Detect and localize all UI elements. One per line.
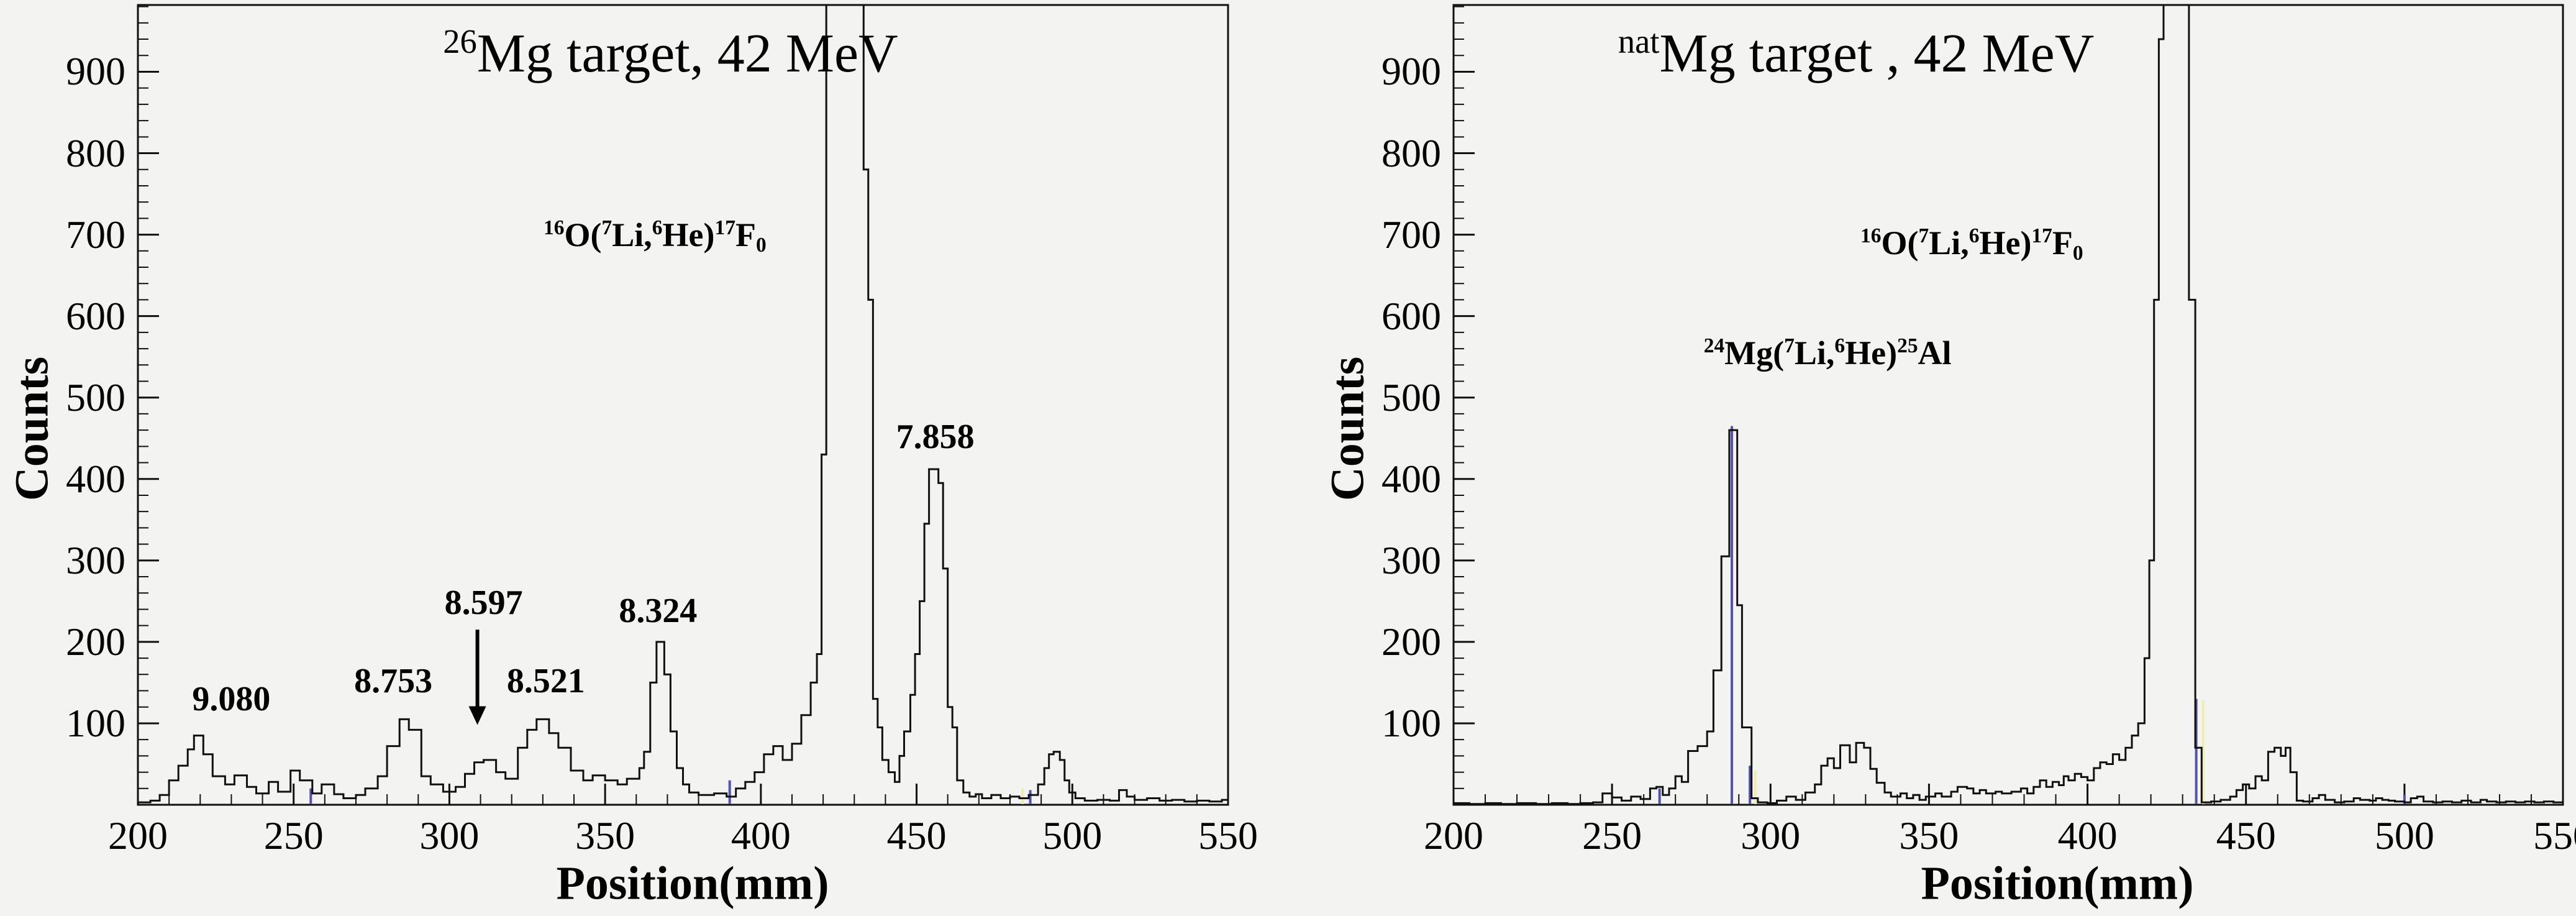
y-tick-label: 700 bbox=[1381, 212, 1441, 257]
peak-label-9080: 9.080 bbox=[192, 679, 271, 718]
y-tick-label: 100 bbox=[1381, 700, 1441, 745]
y-tick-label: 800 bbox=[66, 131, 125, 175]
reaction-label-16o-17f: 16O(7Li,6He)17F0 bbox=[544, 216, 767, 257]
reaction-label-24mg-25al: 24Mg(7Li,6He)25Al bbox=[1703, 334, 1952, 372]
x-tick-label: 500 bbox=[1042, 813, 1103, 858]
y-tick-label: 300 bbox=[66, 538, 125, 582]
x-axis-title-right: Position(mm) bbox=[1921, 857, 2194, 910]
y-tick-label: 500 bbox=[66, 375, 125, 419]
y-tick-label: 400 bbox=[66, 456, 125, 501]
x-tick-label: 200 bbox=[108, 813, 168, 858]
x-tick-label: 300 bbox=[1741, 813, 1801, 858]
x-tick-label: 500 bbox=[2374, 813, 2434, 858]
x-tick-label: 450 bbox=[886, 813, 947, 858]
x-tick-label: 200 bbox=[1424, 813, 1483, 858]
x-tick-label: 550 bbox=[1198, 813, 1258, 858]
x-tick-label: 250 bbox=[1582, 813, 1642, 858]
mg26-panel-title: 26Mg target, 42 MeV bbox=[443, 22, 898, 84]
y-tick-label: 500 bbox=[1381, 375, 1441, 419]
peak-label-8753: 8.753 bbox=[354, 661, 433, 700]
y-tick-label: 400 bbox=[1381, 456, 1441, 501]
mg26-panel-frame bbox=[137, 4, 1229, 806]
peak-label-7858: 7.858 bbox=[896, 417, 975, 456]
natmg-panel-histogram bbox=[1454, 4, 2563, 805]
y-tick-label: 800 bbox=[1381, 131, 1441, 175]
natmg-panel-title: natMg target , 42 MeV bbox=[1618, 22, 2095, 84]
peak-label-8597: 8.597 bbox=[444, 583, 523, 622]
x-tick-label: 300 bbox=[419, 813, 480, 858]
reaction-label-16o-17f: 16O(7Li,6He)17F0 bbox=[1860, 224, 2083, 265]
y-tick-label: 900 bbox=[66, 49, 125, 94]
x-tick-label: 250 bbox=[263, 813, 324, 858]
x-tick-label: 450 bbox=[2216, 813, 2276, 858]
x-tick-label: 350 bbox=[575, 813, 635, 858]
y-tick-label: 900 bbox=[1381, 49, 1441, 94]
peak-label-8521: 8.521 bbox=[506, 661, 585, 700]
y-tick-label: 300 bbox=[1381, 538, 1441, 582]
x-tick-label: 400 bbox=[2057, 813, 2118, 858]
y-tick-label: 600 bbox=[66, 293, 125, 338]
natmg-panel-frame bbox=[1452, 4, 2564, 806]
y-tick-label: 200 bbox=[66, 619, 125, 664]
y-axis-title-left: Counts bbox=[6, 356, 58, 502]
mg26-panel-histogram bbox=[138, 4, 1228, 804]
x-tick-label: 350 bbox=[1899, 813, 1959, 858]
annotation-arrow-head bbox=[468, 706, 486, 725]
peak-label-8324: 8.324 bbox=[619, 592, 698, 631]
x-tick-label: 550 bbox=[2533, 813, 2576, 858]
y-axis-title-right: Counts bbox=[1321, 356, 1374, 502]
y-tick-label: 200 bbox=[1381, 619, 1441, 664]
y-tick-label: 100 bbox=[66, 700, 125, 745]
y-tick-label: 700 bbox=[66, 212, 125, 257]
x-tick-label: 400 bbox=[730, 813, 791, 858]
y-tick-label: 600 bbox=[1381, 293, 1441, 338]
x-axis-title-left: Position(mm) bbox=[556, 857, 829, 910]
